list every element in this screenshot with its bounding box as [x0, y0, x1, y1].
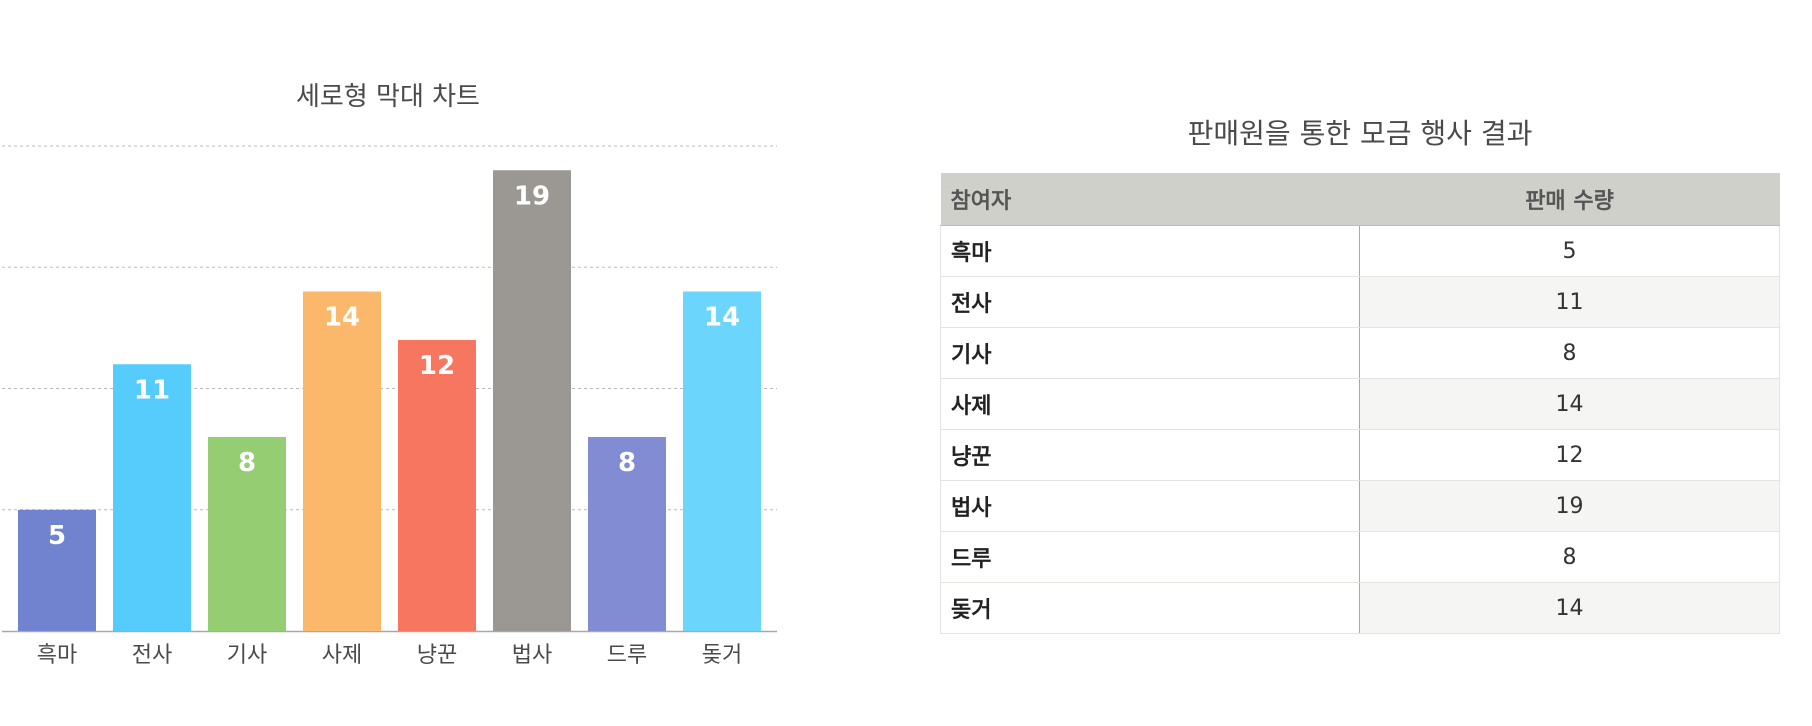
- cell-sales-qty: 14: [1359, 582, 1780, 634]
- cell-sales-qty: 8: [1359, 531, 1780, 583]
- bar-chart-panel: 세로형 막대 차트 5 11 8 14 12 19 8 14 흑마 전사 기사 사제 냥꾼 법사 드루 돚거: [0, 0, 790, 726]
- gridlines: [2, 145, 777, 633]
- category-label: 드루: [607, 643, 647, 668]
- table-row: 기사 8: [940, 327, 1780, 379]
- bar: [683, 291, 761, 631]
- cell-sales-qty: 12: [1359, 429, 1780, 481]
- category-labels: 흑마 전사 기사 사제 냥꾼 법사 드루 돚거: [37, 643, 742, 668]
- category-label: 법사: [512, 643, 552, 668]
- bar: [208, 437, 286, 631]
- cell-participant: 전사: [940, 276, 1360, 328]
- cell-participant: 흑마: [940, 225, 1360, 277]
- cell-participant: 사제: [940, 378, 1360, 430]
- results-table-panel: 판매원을 통한 모금 행사 결과 참여자 판매 수량 흑마 5 전사 11 기사…: [940, 0, 1780, 726]
- cell-participant: 돚거: [940, 582, 1360, 634]
- bar-value-label: 8: [618, 448, 636, 478]
- cell-participant: 냥꾼: [940, 429, 1360, 481]
- cell-participant: 법사: [940, 480, 1360, 532]
- bar-value-label: 19: [514, 181, 550, 211]
- cell-participant: 기사: [940, 327, 1360, 379]
- results-table: 참여자 판매 수량 흑마 5 전사 11 기사 8 사제 14 냥꾼: [940, 173, 1780, 634]
- header-participant: 참여자: [940, 173, 1360, 226]
- chart-title: 세로형 막대 차트: [296, 82, 480, 112]
- bar: [18, 509, 96, 631]
- table-row: 드루 8: [940, 531, 1780, 583]
- bar-chart: 세로형 막대 차트 5 11 8 14 12 19 8 14 흑마 전사 기사 사제 냥꾼 법사 드루 돚거: [2, 82, 777, 668]
- bars: 5 11 8 14 12 19 8 14: [18, 170, 761, 631]
- table-title: 판매원을 통한 모금 행사 결과: [1187, 117, 1533, 150]
- category-label: 기사: [227, 643, 267, 668]
- table-row: 전사 11: [940, 276, 1780, 328]
- cell-sales-qty: 14: [1359, 378, 1780, 430]
- bar-value-label: 12: [419, 351, 455, 381]
- bar: [398, 340, 476, 631]
- table-row: 흑마 5: [940, 225, 1780, 277]
- header-sales-qty: 판매 수량: [1359, 173, 1780, 226]
- bar: [303, 291, 381, 631]
- bar-value-label: 11: [134, 375, 170, 405]
- category-label: 전사: [132, 643, 172, 668]
- bar: [113, 364, 191, 631]
- table-row: 법사 19: [940, 480, 1780, 532]
- cell-participant: 드루: [940, 531, 1360, 583]
- cell-sales-qty: 19: [1359, 480, 1780, 532]
- table-row: 돚거 14: [940, 582, 1780, 634]
- bar-value-label: 5: [48, 521, 66, 551]
- cell-sales-qty: 5: [1359, 225, 1780, 277]
- table-row: 냥꾼 12: [940, 429, 1780, 481]
- table-header-row: 참여자 판매 수량: [940, 173, 1780, 226]
- category-label: 사제: [322, 643, 362, 668]
- bar-value-label: 14: [324, 303, 360, 333]
- bar-value-label: 8: [238, 448, 256, 478]
- bar-value-label: 14: [704, 303, 740, 333]
- bar: [493, 170, 571, 631]
- table-row: 사제 14: [940, 378, 1780, 430]
- category-label: 흑마: [37, 643, 77, 668]
- cell-sales-qty: 8: [1359, 327, 1780, 379]
- category-label: 냥꾼: [417, 643, 457, 668]
- category-label: 돚거: [702, 643, 742, 668]
- cell-sales-qty: 11: [1359, 276, 1780, 328]
- bar: [588, 437, 666, 631]
